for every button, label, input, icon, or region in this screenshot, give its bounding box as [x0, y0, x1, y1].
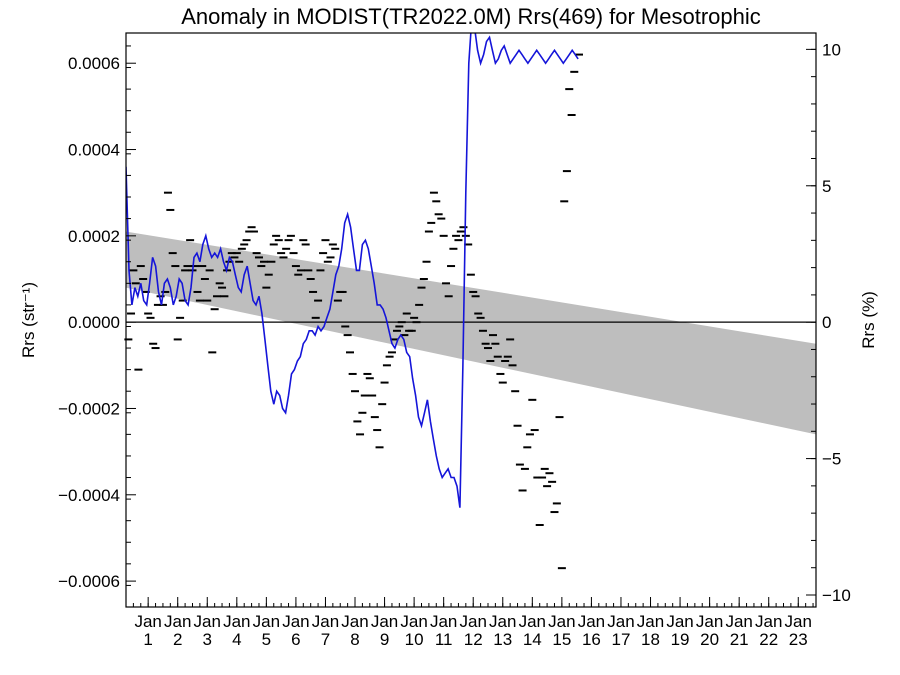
y-left-tick-label: −0.0004	[58, 486, 120, 505]
x-tick-label-month: Jan	[194, 612, 221, 631]
x-tick-label-month: Jan	[755, 612, 782, 631]
plot-frame	[125, 32, 817, 608]
x-tick-label-year: 21	[730, 630, 749, 649]
x-tick-label-year: 20	[700, 630, 719, 649]
y-left-tick-label: 0.0006	[68, 54, 120, 73]
y-axis-right-label: Rrs (%)	[859, 291, 878, 349]
x-tick-label-year: 3	[203, 630, 212, 649]
x-tick-label-month: Jan	[134, 612, 161, 631]
y-right-tick-label: 10	[822, 40, 841, 59]
y-left-tick-label: −0.0002	[58, 399, 120, 418]
y-left-tick-label: −0.0006	[58, 572, 120, 591]
x-tick-label-month: Jan	[489, 612, 516, 631]
x-tick-label-year: 23	[789, 630, 808, 649]
chart-title: Anomaly in MODIST(TR2022.0M) Rrs(469) fo…	[181, 4, 761, 29]
x-tick-label-year: 17	[612, 630, 631, 649]
x-tick-label-year: 18	[641, 630, 660, 649]
x-tick-label-month: Jan	[312, 612, 339, 631]
x-tick-label-month: Jan	[696, 612, 723, 631]
x-tick-label-month: Jan	[785, 612, 812, 631]
x-tick-label-year: 9	[380, 630, 389, 649]
y-left-tick-label: 0.0004	[68, 141, 120, 160]
x-tick-label-month: Jan	[164, 612, 191, 631]
x-tick-label-month: Jan	[725, 612, 752, 631]
x-tick-label-year: 14	[523, 630, 542, 649]
x-tick-label-month: Jan	[666, 612, 693, 631]
plot-area: 0.0006 0.0004 0.0002 0.0000 −0.0002 −0.0004 −0…	[58, 32, 851, 649]
x-tick-label-month: Jan	[282, 612, 309, 631]
x-tick-label-month: Jan	[253, 612, 280, 631]
x-tick-label-year: 4	[232, 630, 241, 649]
x-tick-label-month: Jan	[519, 612, 546, 631]
x-tick-label-year: 16	[582, 630, 601, 649]
smoothed-series-line	[126, 33, 579, 508]
y-right-tick-label: −10	[822, 586, 851, 605]
x-tick-label-year: 6	[291, 630, 300, 649]
x-tick-label-year: 8	[350, 630, 359, 649]
x-tick-label-year: 15	[552, 630, 571, 649]
x-tick-label-year: 19	[671, 630, 690, 649]
x-tick-label-year: 10	[405, 630, 424, 649]
x-tick-label-year: 13	[493, 630, 512, 649]
x-tick-label-month: Jan	[548, 612, 575, 631]
y-right-tick-label: 5	[822, 177, 831, 196]
x-tick-label-year: 2	[173, 630, 182, 649]
x-tick-label-month: Jan	[400, 612, 427, 631]
uncertainty-band	[126, 231, 816, 435]
x-tick-label-year: 22	[759, 630, 778, 649]
y-axis-left-label: Rrs (str⁻¹)	[19, 282, 38, 358]
x-tick-label-month: Jan	[637, 612, 664, 631]
y-right-tick-label: −5	[822, 450, 841, 469]
x-tick-label-month: Jan	[223, 612, 250, 631]
x-tick-label-year: 5	[262, 630, 271, 649]
y-left-tick-label: 0.0002	[68, 227, 120, 246]
x-tick-label-year: 12	[464, 630, 483, 649]
x-tick-label-month: Jan	[341, 612, 368, 631]
x-tick-label-month: Jan	[460, 612, 487, 631]
x-tick-label-year: 11	[435, 630, 453, 649]
y-left-tick-label: 0.0000	[68, 313, 120, 332]
x-tick-label-month: Jan	[607, 612, 634, 631]
x-tick-label-month: Jan	[430, 612, 457, 631]
x-tick-label-year: 7	[321, 630, 330, 649]
x-tick-label-month: Jan	[578, 612, 605, 631]
y-right-tick-label: 0	[822, 313, 831, 332]
x-tick-label-month: Jan	[371, 612, 398, 631]
x-tick-label-year: 1	[143, 630, 152, 649]
